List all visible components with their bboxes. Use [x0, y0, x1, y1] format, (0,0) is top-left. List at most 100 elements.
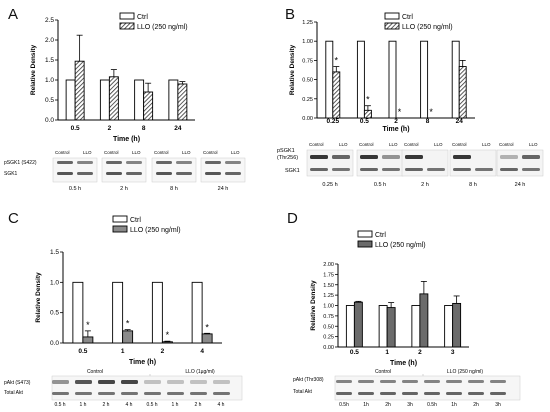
panel-letter: D — [287, 210, 298, 227]
y-tick-label: 0.75 — [302, 58, 313, 64]
bar-ctrl — [345, 305, 355, 348]
legend-label-ctrl: Ctrl — [137, 14, 148, 21]
significance-star: * — [86, 320, 90, 330]
lane-label: LLO — [132, 150, 141, 155]
bar-ctrl — [168, 79, 179, 121]
blot-group-label: Control — [375, 369, 391, 375]
time-label: 0.25 h — [322, 182, 337, 188]
bar-llo — [122, 330, 134, 344]
blot-band — [156, 161, 172, 164]
bar-llo — [177, 83, 188, 121]
lane-label: Control — [309, 142, 324, 147]
lane-label: LLO — [182, 150, 191, 155]
blot-band — [213, 380, 230, 384]
y-axis-label: Relative Density — [35, 272, 42, 323]
time-label: 8 h — [170, 186, 178, 192]
time-label: 2 h — [103, 402, 110, 408]
blot-strip — [306, 149, 354, 177]
x-tick-label: 2 — [418, 349, 422, 356]
blot-band — [126, 172, 142, 175]
blot-band — [213, 392, 230, 395]
panel-c: C 0.0 0.5 1.0 1.5 Relative Density * 0.5 * 1 * 2 * 4… — [0, 206, 275, 412]
lane-label: LLO — [389, 142, 398, 147]
blot-band — [176, 161, 192, 164]
time-label: 4 h — [218, 402, 225, 408]
blot-band — [121, 392, 138, 395]
bar-ctrl — [411, 305, 421, 348]
blot-band — [332, 155, 350, 159]
blot-band — [468, 380, 484, 383]
bar-llo — [419, 293, 429, 348]
blot-strip — [51, 375, 243, 401]
blot-band — [475, 168, 493, 171]
x-tick-label: 24 — [456, 118, 464, 125]
x-tick-label: 1 — [121, 348, 125, 355]
panel-a: A 0.0 0.5 1.0 1.5 2.0 2.5 Relative Density 0.5 2… — [0, 0, 275, 206]
chart-a: 0.0 0.5 1.0 1.5 2.0 2.5 Relative Density 0.5 2 8 2… — [4, 12, 246, 192]
y-tick-label: 1.5 — [45, 57, 54, 64]
lane-label: Control — [154, 150, 169, 155]
time-label: 4 h — [126, 402, 133, 408]
legend-swatch-ctrl — [384, 12, 400, 20]
legend-swatch-ctrl — [112, 215, 128, 223]
x-tick-label: 8 — [426, 118, 430, 125]
bar-ctrl — [325, 40, 334, 119]
legend-swatch-llo — [384, 22, 400, 30]
blot-row-label: Total Akt — [4, 390, 24, 396]
time-label: 2 h — [195, 402, 202, 408]
y-axis-label: Relative Density — [30, 45, 37, 96]
blot-band — [126, 161, 142, 164]
blot-band — [106, 172, 122, 175]
significance-star: * — [166, 330, 170, 340]
y-tick-label: 0.0 — [50, 340, 59, 347]
bar-llo — [458, 66, 467, 119]
blot-group-label: Control — [87, 369, 103, 375]
blot-row-label: pSGK1 (S422) — [4, 160, 37, 166]
bar-llo — [332, 71, 341, 119]
bar-ctrl — [444, 305, 454, 348]
y-tick-label: 0.75 — [323, 314, 334, 320]
y-tick-label: 0.50 — [302, 78, 313, 84]
time-label: 8 h — [469, 182, 477, 188]
blot-row-label: Total Akt — [293, 389, 313, 395]
blot-band — [490, 380, 506, 383]
blot-band — [167, 380, 184, 384]
blot-band — [453, 155, 471, 159]
blot-band — [121, 380, 138, 384]
bar-ctrl — [420, 40, 429, 119]
lane-label: LLO — [434, 142, 443, 147]
blot-band — [77, 172, 93, 175]
time-label: 0.5 h — [54, 402, 65, 408]
chart-d: 0.00 0.25 0.50 0.75 1.00 1.25 1.50 1.75 2.00 Rela… — [293, 230, 521, 408]
blot-band — [427, 168, 445, 171]
bar-ctrl — [112, 281, 124, 344]
x-tick-label: 0.5 — [78, 348, 87, 355]
blot-group-label: LLO (250 ng/ml) — [447, 369, 483, 375]
bar-ctrl — [65, 79, 76, 121]
x-axis-label: Time (h) — [129, 359, 156, 366]
blot-band — [446, 380, 462, 383]
y-tick-label: 0.5 — [45, 97, 54, 104]
blot-band — [453, 168, 471, 171]
blot-band — [190, 380, 207, 384]
legend-swatch-llo — [357, 240, 373, 248]
legend-swatch-ctrl — [357, 230, 373, 238]
blot-row-label: pAkt (S473) — [4, 380, 31, 386]
time-label: 24 h — [515, 182, 526, 188]
time-label: 3h — [495, 402, 501, 408]
y-tick-label: 2.0 — [45, 37, 54, 44]
bar-llo — [452, 302, 462, 348]
blot-band — [57, 161, 73, 164]
lane-label: Control — [499, 142, 514, 147]
blot-group-label: LLO (1µg/ml) — [185, 369, 215, 375]
legend-label-ctrl: Ctrl — [130, 217, 141, 224]
blot-band — [336, 380, 352, 383]
time-label: 0.5 h — [146, 402, 157, 408]
panel-b: B 0.00 0.25 0.50 0.75 1.00 1.25 Relative Densi… — [275, 0, 550, 206]
blot-band — [358, 392, 374, 395]
blot-band — [468, 392, 484, 395]
blot-band — [424, 380, 440, 383]
x-tick-label: 3 — [451, 349, 455, 356]
blot-band — [57, 172, 73, 175]
bar-llo — [143, 91, 154, 121]
